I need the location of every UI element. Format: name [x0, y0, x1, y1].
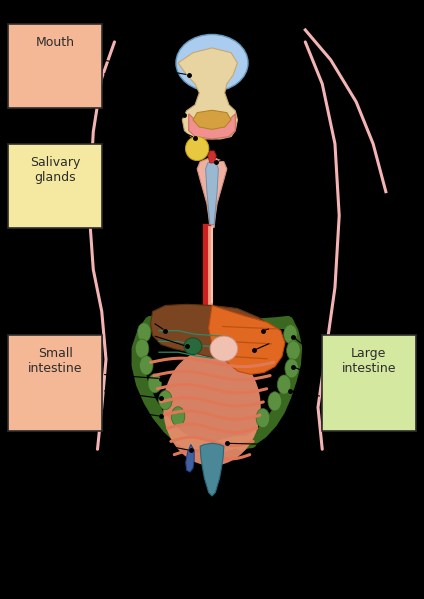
Circle shape: [268, 392, 282, 411]
Circle shape: [285, 359, 298, 378]
Polygon shape: [206, 161, 218, 225]
FancyBboxPatch shape: [8, 144, 102, 228]
Polygon shape: [193, 110, 231, 129]
Polygon shape: [197, 157, 227, 228]
Ellipse shape: [184, 338, 202, 355]
Polygon shape: [186, 444, 194, 472]
Circle shape: [284, 325, 297, 344]
FancyBboxPatch shape: [322, 335, 416, 431]
Circle shape: [171, 407, 185, 426]
Polygon shape: [178, 48, 237, 139]
Polygon shape: [209, 305, 285, 374]
FancyBboxPatch shape: [8, 24, 102, 108]
Ellipse shape: [186, 137, 209, 161]
Polygon shape: [208, 151, 216, 163]
Circle shape: [139, 356, 153, 375]
Circle shape: [159, 391, 172, 410]
Ellipse shape: [210, 336, 238, 361]
Circle shape: [256, 409, 270, 428]
Polygon shape: [189, 114, 235, 139]
Text: Salivary
glands: Salivary glands: [30, 156, 80, 184]
Text: Mouth: Mouth: [36, 36, 75, 49]
Circle shape: [148, 374, 162, 393]
Polygon shape: [151, 304, 276, 361]
Circle shape: [135, 339, 149, 358]
Ellipse shape: [176, 34, 248, 91]
Polygon shape: [200, 443, 224, 496]
Text: Large
intestine: Large intestine: [342, 347, 396, 376]
Text: Small
intestine: Small intestine: [28, 347, 82, 376]
Circle shape: [137, 323, 151, 342]
Circle shape: [287, 341, 300, 360]
Circle shape: [277, 375, 291, 394]
FancyBboxPatch shape: [8, 335, 102, 431]
Ellipse shape: [163, 349, 261, 466]
